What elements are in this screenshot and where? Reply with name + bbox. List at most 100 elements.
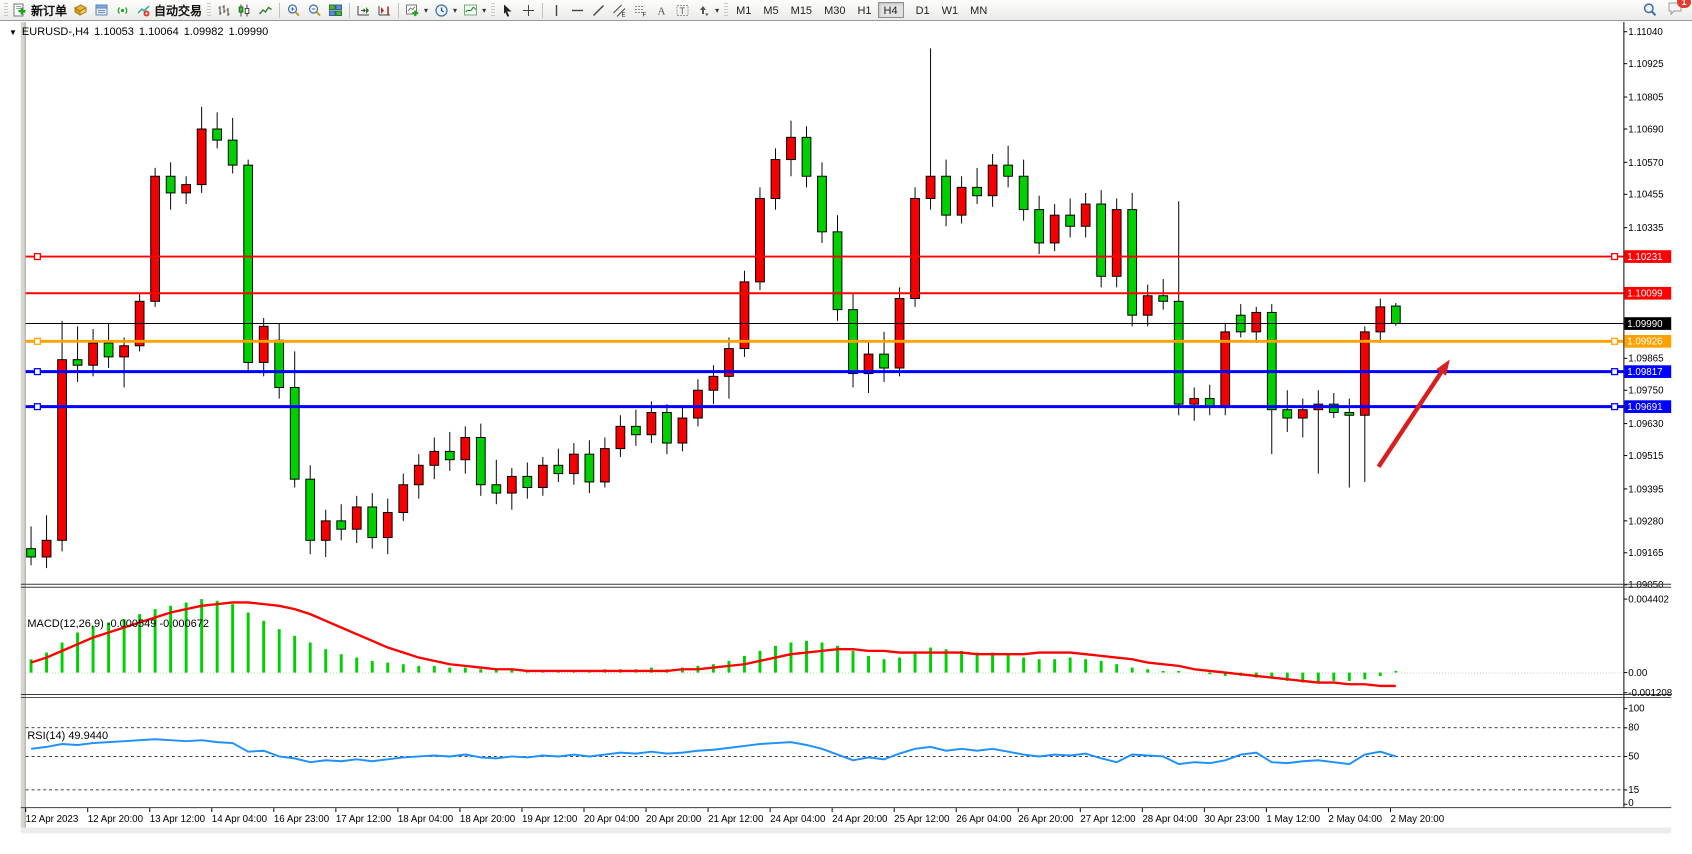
svg-text:24 Apr 20:00: 24 Apr 20:00 [832,814,888,825]
rsi-indicator-label: RSI(14) 49.9440 [9,718,108,754]
timeframe-h1-button[interactable]: H1 [851,2,877,18]
market-watch-icon [73,3,88,18]
auto-scroll-icon [356,3,371,18]
toolbar-grip[interactable] [491,3,495,18]
svg-text:100: 100 [1628,704,1645,715]
signals-button[interactable] [112,1,133,19]
svg-text:0.00: 0.00 [1628,668,1648,679]
new-order-icon [13,3,28,18]
svg-text:26 Apr 20:00: 26 Apr 20:00 [1018,814,1074,825]
svg-text:18 Apr 20:00: 18 Apr 20:00 [460,814,516,825]
vertical-line-icon [549,3,564,18]
svg-text:1.10690: 1.10690 [1628,124,1664,135]
zoom-out-button[interactable] [304,1,325,19]
timeframe-m1-button[interactable]: M1 [730,2,757,18]
svg-text:27 Apr 12:00: 27 Apr 12:00 [1080,814,1136,825]
macd-signal-value: -0.000672 [159,618,209,630]
new-chart-icon [405,3,420,18]
svg-text:13 Apr 12:00: 13 Apr 12:00 [150,814,206,825]
horizontal-line-button[interactable] [567,1,588,19]
auto-scroll-button[interactable] [353,1,374,19]
indicators-button[interactable]: ▾ [460,1,489,19]
timeframe-w1-button[interactable]: W1 [936,2,965,18]
timeframe-mn-button[interactable]: MN [964,2,993,18]
svg-text:30 Apr 23:00: 30 Apr 23:00 [1204,814,1260,825]
chart-shift-icon [377,3,392,18]
line-chart-button[interactable] [255,1,276,19]
symbol-period-label: EURUSD-,H4 [22,26,89,38]
svg-text:1.09865: 1.09865 [1628,354,1664,365]
svg-text:1.09165: 1.09165 [1628,548,1664,559]
crosshair-button[interactable] [518,1,539,19]
macd-name: MACD(12,26,9) [27,618,103,630]
arrows-icon [696,3,711,18]
equidistant-channel-icon: E [612,3,627,18]
autotrading-label: 自动交易 [154,2,202,19]
vertical-line-button[interactable] [546,1,567,19]
ohlc-high: 1.10064 [139,26,179,38]
chart-shift-button[interactable] [374,1,395,19]
text-button[interactable]: A [651,1,672,19]
svg-text:1.09750: 1.09750 [1628,386,1664,397]
svg-text:T: T [680,6,686,16]
toolbar-grip[interactable] [4,3,8,18]
zoom-in-button[interactable] [283,1,304,19]
trendline-button[interactable] [588,1,609,19]
arrows-button[interactable]: ▾ [693,1,722,19]
svg-text:19 Apr 12:00: 19 Apr 12:00 [522,814,578,825]
timeframe-m5-button[interactable]: M5 [757,2,784,18]
toolbar-grip[interactable] [724,3,728,18]
svg-text:1.10455: 1.10455 [1628,190,1664,201]
bar-chart-icon [216,3,231,18]
timeframe-d1-button[interactable]: D1 [910,2,936,18]
fibonacci-icon: F [633,3,648,18]
periods-button[interactable]: ▾ [431,1,460,19]
svg-text:1.10570: 1.10570 [1628,158,1664,169]
svg-text:24 Apr 04:00: 24 Apr 04:00 [770,814,826,825]
svg-text:12 Apr 20:00: 12 Apr 20:00 [88,814,144,825]
autotrading-button[interactable]: 自动交易 [133,1,205,19]
candlestick-chart-icon [237,3,252,18]
chart-window[interactable]: 1.110401.109251.108051.106901.105701.104… [0,21,1692,854]
svg-text:1.09926: 1.09926 [1627,337,1662,348]
svg-text:1.10805: 1.10805 [1628,92,1664,103]
macd-indicator-label: MACD(12,26,9) -0.000549 -0.000672 [9,606,209,642]
chat-button[interactable]: 1 [1667,0,1684,21]
new-order-button[interactable]: 新订单 [10,1,70,19]
trendline-icon [591,3,606,18]
candlestick-chart-button[interactable] [234,1,255,19]
data-window-button[interactable] [91,1,112,19]
chat-badge: 1 [1677,0,1691,8]
tile-windows-button[interactable] [325,1,346,19]
svg-text:16 Apr 23:00: 16 Apr 23:00 [274,814,330,825]
collapse-triangle-icon: ▼ [9,28,17,37]
ohlc-close: 1.09990 [228,26,268,38]
bar-chart-button[interactable] [213,1,234,19]
svg-text:1.10335: 1.10335 [1628,223,1664,234]
text-icon: A [654,3,669,18]
new-chart-button[interactable]: ▾ [402,1,431,19]
svg-text:14 Apr 04:00: 14 Apr 04:00 [212,814,268,825]
toolbar-grip[interactable] [207,3,211,18]
timeframe-m15-button[interactable]: M15 [785,2,818,18]
svg-text:1.10099: 1.10099 [1627,289,1662,300]
timeframe-h4-button[interactable]: H4 [878,2,904,18]
svg-text:28 Apr 04:00: 28 Apr 04:00 [1142,814,1198,825]
timeframe-m30-button[interactable]: M30 [818,2,851,18]
dropdown-arrow-icon: ▾ [715,6,719,15]
svg-text:1.09691: 1.09691 [1627,402,1662,413]
price-chart-canvas[interactable]: 1.110401.109251.108051.106901.105701.104… [0,21,1692,854]
dropdown-arrow-icon: ▾ [453,6,457,15]
dropdown-arrow-icon: ▾ [482,6,486,15]
svg-text:1.10925: 1.10925 [1628,59,1664,70]
timeframe-group: M1M5M15M30H1H4 D1W1MN [730,1,993,19]
text-label-button[interactable]: T [672,1,693,19]
fibonacci-button[interactable]: F [630,1,651,19]
svg-text:1.09280: 1.09280 [1628,516,1664,527]
equidistant-channel-button[interactable]: E [609,1,630,19]
terminal-window: 新订单 自动交易 [0,0,1692,854]
svg-text:A: A [658,5,666,17]
cursor-button[interactable] [497,1,518,19]
search-button[interactable] [1639,1,1661,19]
market-watch-button[interactable] [70,1,91,19]
